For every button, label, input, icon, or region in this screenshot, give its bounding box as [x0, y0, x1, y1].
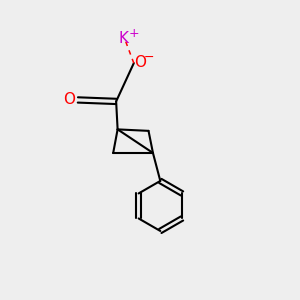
Text: +: +	[128, 27, 139, 40]
Text: −: −	[143, 51, 154, 64]
Text: O: O	[134, 55, 146, 70]
Text: K: K	[118, 32, 128, 46]
Text: O: O	[64, 92, 76, 107]
